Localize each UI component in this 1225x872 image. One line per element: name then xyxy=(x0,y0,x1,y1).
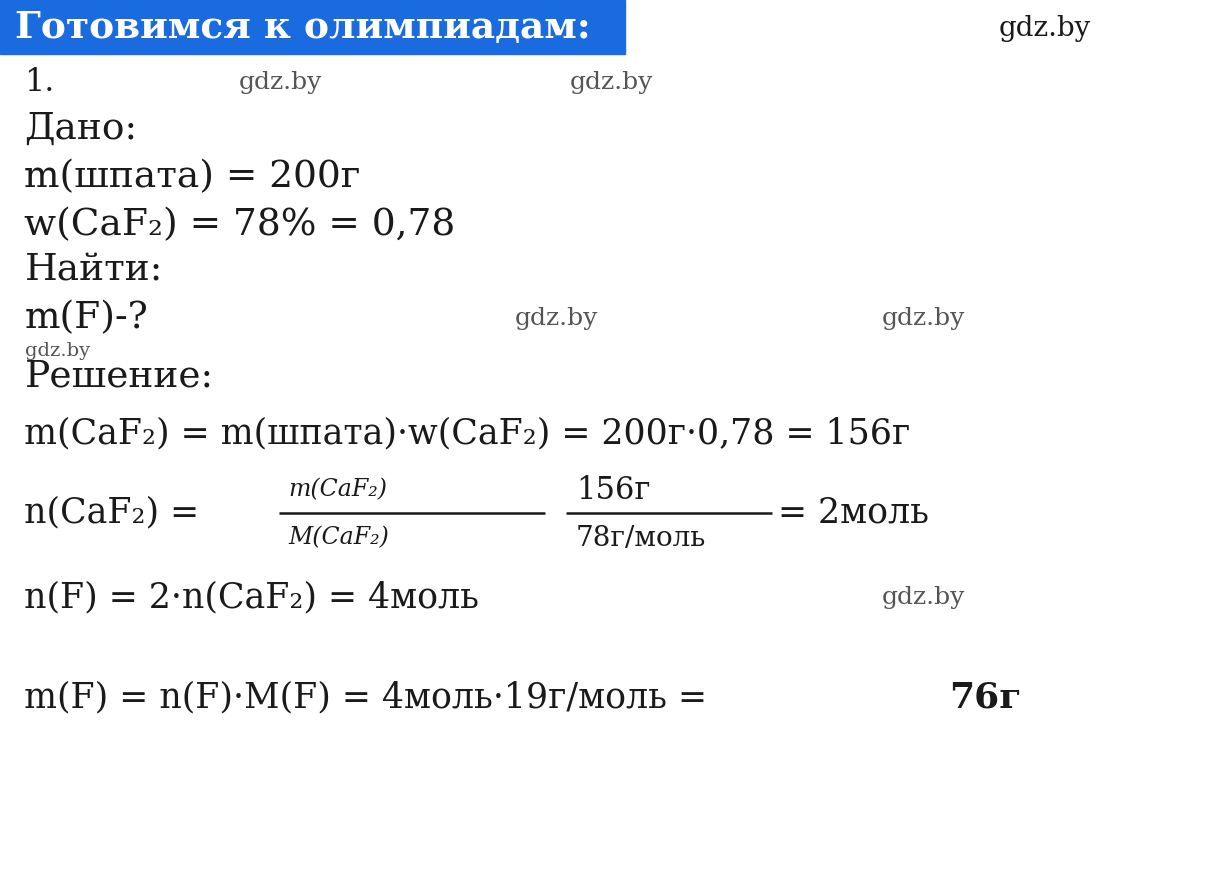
Text: Дано:: Дано: xyxy=(24,111,137,147)
FancyBboxPatch shape xyxy=(0,0,625,54)
Text: m(F)-?: m(F)-? xyxy=(24,300,148,337)
Text: 78г/моль: 78г/моль xyxy=(576,525,706,551)
Text: 1.: 1. xyxy=(24,67,55,99)
Text: m(CaF₂) = m(шпата)·w(CaF₂) = 200г·0,78 = 156г: m(CaF₂) = m(шпата)·w(CaF₂) = 200г·0,78 =… xyxy=(24,417,910,450)
Text: 76г: 76г xyxy=(949,681,1022,714)
Text: gdz.by: gdz.by xyxy=(570,72,653,94)
Text: M(CaF₂): M(CaF₂) xyxy=(288,527,388,549)
Text: m(шпата) = 200г: m(шпата) = 200г xyxy=(24,159,361,195)
Text: gdz.by: gdz.by xyxy=(882,307,965,330)
Text: n(F) = 2·n(CaF₂) = 4моль: n(F) = 2·n(CaF₂) = 4моль xyxy=(24,581,479,614)
Text: 156г: 156г xyxy=(576,474,650,506)
Text: gdz.by: gdz.by xyxy=(24,342,89,359)
Text: gdz.by: gdz.by xyxy=(239,72,322,94)
Text: Решение:: Решение: xyxy=(24,358,213,395)
Text: gdz.by: gdz.by xyxy=(882,586,965,609)
Text: Готовимся к олимпиадам:: Готовимся к олимпиадам: xyxy=(15,9,590,45)
Text: gdz.by: gdz.by xyxy=(998,16,1090,42)
Text: = 2моль: = 2моль xyxy=(778,496,929,529)
Text: Найти:: Найти: xyxy=(24,252,163,289)
Text: w(CaF₂) = 78% = 0,78: w(CaF₂) = 78% = 0,78 xyxy=(24,207,456,243)
Text: m(CaF₂): m(CaF₂) xyxy=(288,479,387,501)
Text: n(CaF₂) =: n(CaF₂) = xyxy=(24,496,200,529)
Text: gdz.by: gdz.by xyxy=(514,307,598,330)
Text: m(F) = n(F)·M(F) = 4моль·19г/моль =: m(F) = n(F)·M(F) = 4моль·19г/моль = xyxy=(24,681,719,714)
